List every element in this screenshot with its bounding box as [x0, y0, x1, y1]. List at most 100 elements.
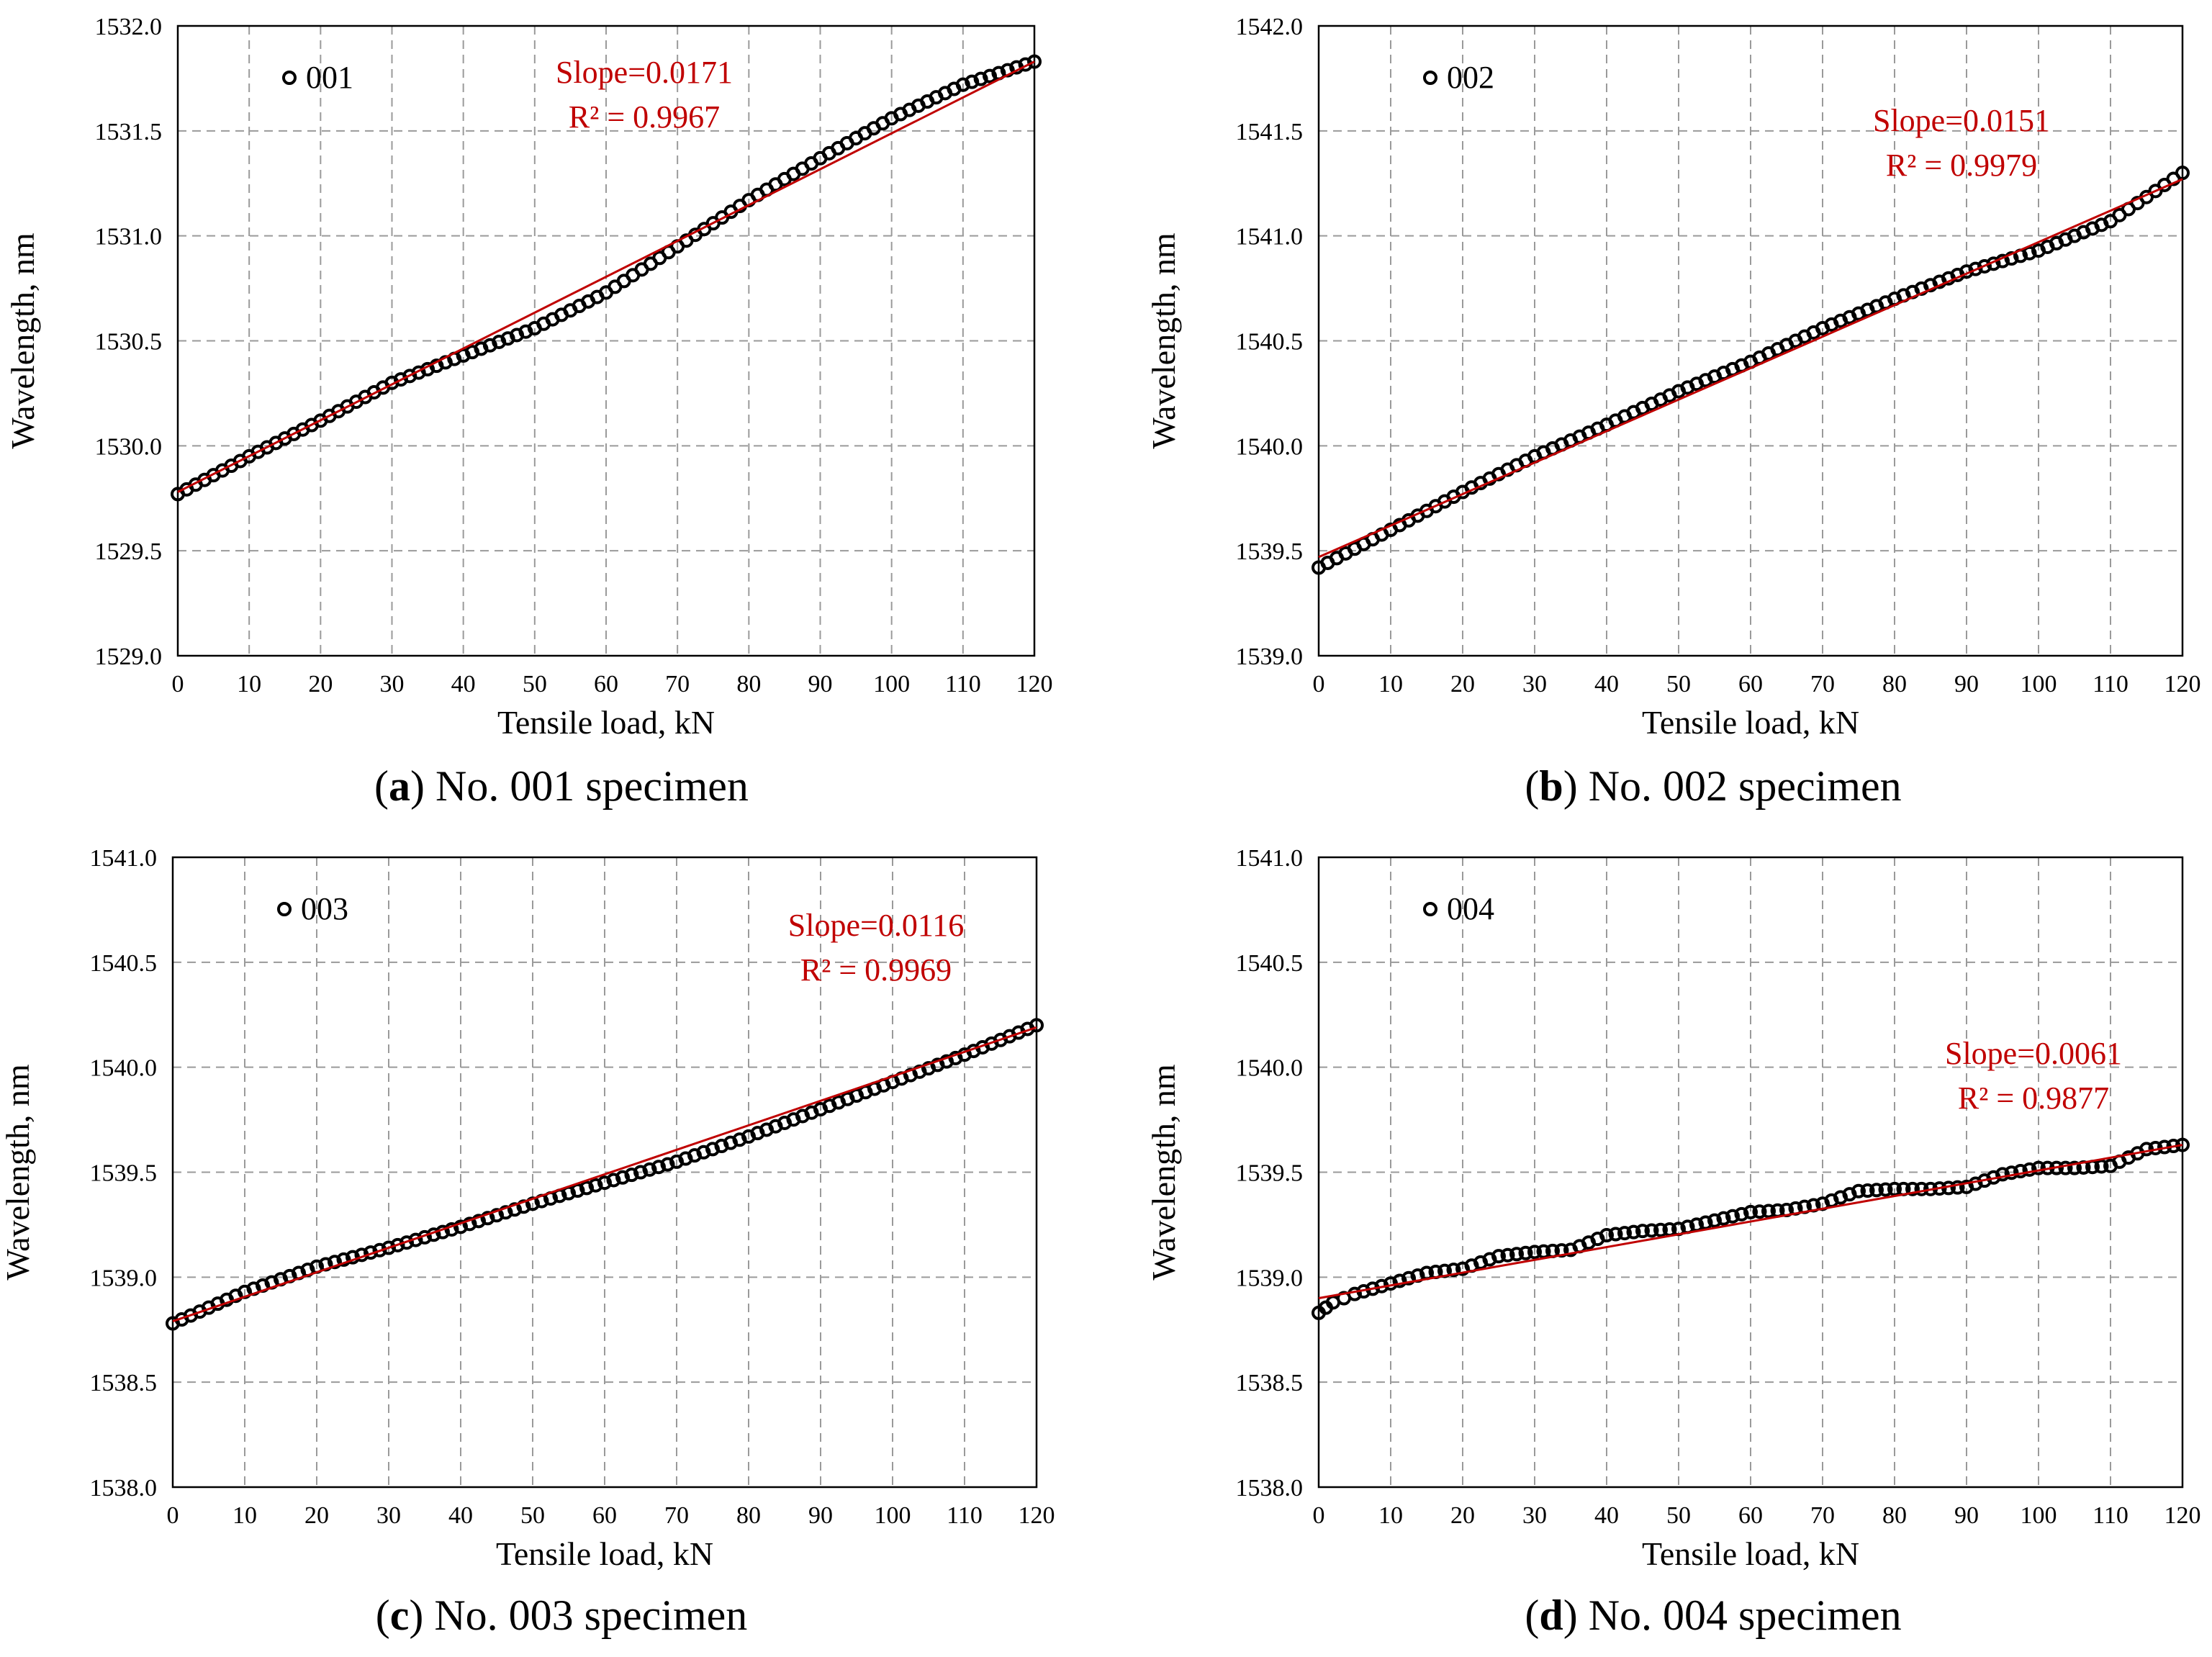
data-point	[1905, 1181, 1920, 1196]
data-point	[1518, 1245, 1533, 1260]
legend-label: 001	[306, 60, 353, 95]
y-tick-label: 1539.0	[1236, 644, 1304, 670]
data-point	[1707, 1213, 1722, 1228]
data-point	[2139, 1142, 2154, 1157]
x-tick-label: 0	[1313, 1502, 1325, 1529]
data-point	[1878, 1182, 1893, 1197]
y-tick-label: 1539.0	[1236, 1265, 1304, 1291]
y-tick-label: 1540.5	[90, 950, 158, 977]
trendline-slope-label: Slope=0.0061	[1945, 1036, 2122, 1071]
data-point	[390, 1237, 405, 1252]
y-tick-label: 1531.0	[95, 224, 163, 250]
x-tick-label: 40	[1594, 671, 1619, 697]
data-point	[1743, 1204, 1758, 1219]
x-tick-label: 0	[1313, 671, 1325, 697]
data-point	[965, 74, 980, 89]
x-axis-label: Tensile load, kN	[1642, 1535, 1859, 1572]
x-tick-label: 110	[2093, 671, 2129, 697]
x-tick-label: 20	[1450, 1502, 1475, 1529]
x-tick-label: 70	[1810, 1502, 1835, 1529]
y-tick-label: 1539.5	[1236, 1160, 1304, 1187]
data-point	[642, 1162, 657, 1177]
legend-label: 004	[1447, 891, 1494, 926]
y-tick-label: 1539.0	[90, 1265, 158, 1291]
data-point	[1446, 1263, 1461, 1278]
x-tick-label: 80	[736, 1502, 761, 1529]
data-point	[579, 1180, 594, 1196]
data-point	[588, 1178, 603, 1193]
x-tick-label: 80	[1882, 671, 1907, 697]
y-tick-label: 1530.5	[95, 329, 163, 356]
trendline	[172, 1026, 1037, 1323]
y-tick-label: 1539.5	[90, 1160, 158, 1187]
data-point	[1644, 1223, 1659, 1238]
x-axis-label: Tensile load, kN	[1642, 704, 1859, 741]
data-point	[1635, 1224, 1650, 1239]
data-point	[328, 1255, 342, 1270]
x-tick-label: 20	[304, 1502, 329, 1529]
y-tick-label: 1532.0	[95, 14, 163, 40]
chart-2: 0 10 20 30 40 50 60 70 80 90 100 110 120 1538.0 1538.5…	[0, 845, 1055, 1572]
data-point	[2067, 1160, 2082, 1175]
data-point	[1914, 1181, 1929, 1196]
x-tick-label: 120	[2164, 671, 2201, 697]
data-point	[1347, 1286, 1362, 1301]
data-point	[973, 71, 988, 86]
x-tick-label: 30	[376, 1502, 401, 1529]
x-tick-label: 50	[1666, 671, 1691, 697]
data-point	[1950, 1180, 1965, 1195]
x-tick-label: 110	[2093, 1502, 2129, 1529]
data-point	[2022, 1162, 2037, 1177]
y-axis-label: Wavelength, nm	[1145, 232, 1182, 449]
x-tick-label: 50	[520, 1502, 545, 1529]
data-point	[1500, 1247, 1515, 1263]
trendline-slope-label: Slope=0.0171	[556, 55, 733, 90]
data-point	[382, 1240, 396, 1255]
data-point	[1860, 1183, 1875, 1198]
data-point	[1527, 1245, 1542, 1260]
data-point	[615, 1170, 630, 1185]
y-tick-label: 1539.5	[1236, 538, 1304, 565]
data-point	[633, 1165, 648, 1180]
x-tick-label: 100	[875, 1502, 911, 1529]
x-tick-label: 80	[1882, 1502, 1907, 1529]
trendline	[1318, 1144, 2183, 1299]
y-tick-label: 1541.0	[1236, 845, 1304, 872]
trendline	[177, 60, 1035, 493]
x-tick-label: 90	[808, 1502, 833, 1529]
trendline-r2-label: R² = 0.9967	[569, 99, 720, 135]
data-point	[606, 1173, 621, 1188]
x-tick-label: 20	[308, 671, 333, 697]
data-point	[1995, 1167, 2010, 1182]
data-point	[597, 1175, 612, 1191]
y-tick-label: 1541.0	[90, 845, 158, 872]
y-tick-label: 1541.0	[1236, 224, 1304, 250]
data-point	[624, 1168, 639, 1183]
y-tick-label: 1542.0	[1236, 14, 1304, 40]
data-point	[1869, 1183, 1884, 1198]
data-point	[1509, 1247, 1524, 1262]
data-point	[372, 1242, 387, 1258]
x-tick-label: 20	[1450, 671, 1475, 697]
chart-3: 0 10 20 30 40 50 60 70 80 90 100 110 120 1538.0 1538.5…	[1145, 845, 2201, 1572]
x-tick-label: 30	[380, 671, 405, 697]
x-tick-label: 70	[1810, 671, 1835, 697]
caption-a: (a) No. 001 specimen	[374, 762, 749, 810]
data-point	[336, 1252, 351, 1267]
y-tick-label: 1538.0	[90, 1475, 158, 1502]
data-point	[1608, 1227, 1623, 1242]
x-tick-label: 120	[1019, 1502, 1055, 1529]
data-point	[660, 1157, 675, 1172]
data-point	[1617, 1226, 1632, 1241]
y-tick-label: 1540.5	[1236, 950, 1304, 977]
data-point	[1392, 1273, 1407, 1288]
y-tick-label: 1538.0	[1236, 1475, 1304, 1502]
x-tick-label: 110	[945, 671, 981, 697]
data-point	[1653, 1222, 1668, 1237]
caption-b: (b) No. 002 specimen	[1525, 762, 1902, 810]
x-tick-label: 90	[808, 671, 833, 697]
data-point	[955, 77, 970, 92]
x-tick-label: 100	[873, 671, 910, 697]
data-point	[1698, 1215, 1713, 1230]
x-tick-label: 50	[523, 671, 547, 697]
